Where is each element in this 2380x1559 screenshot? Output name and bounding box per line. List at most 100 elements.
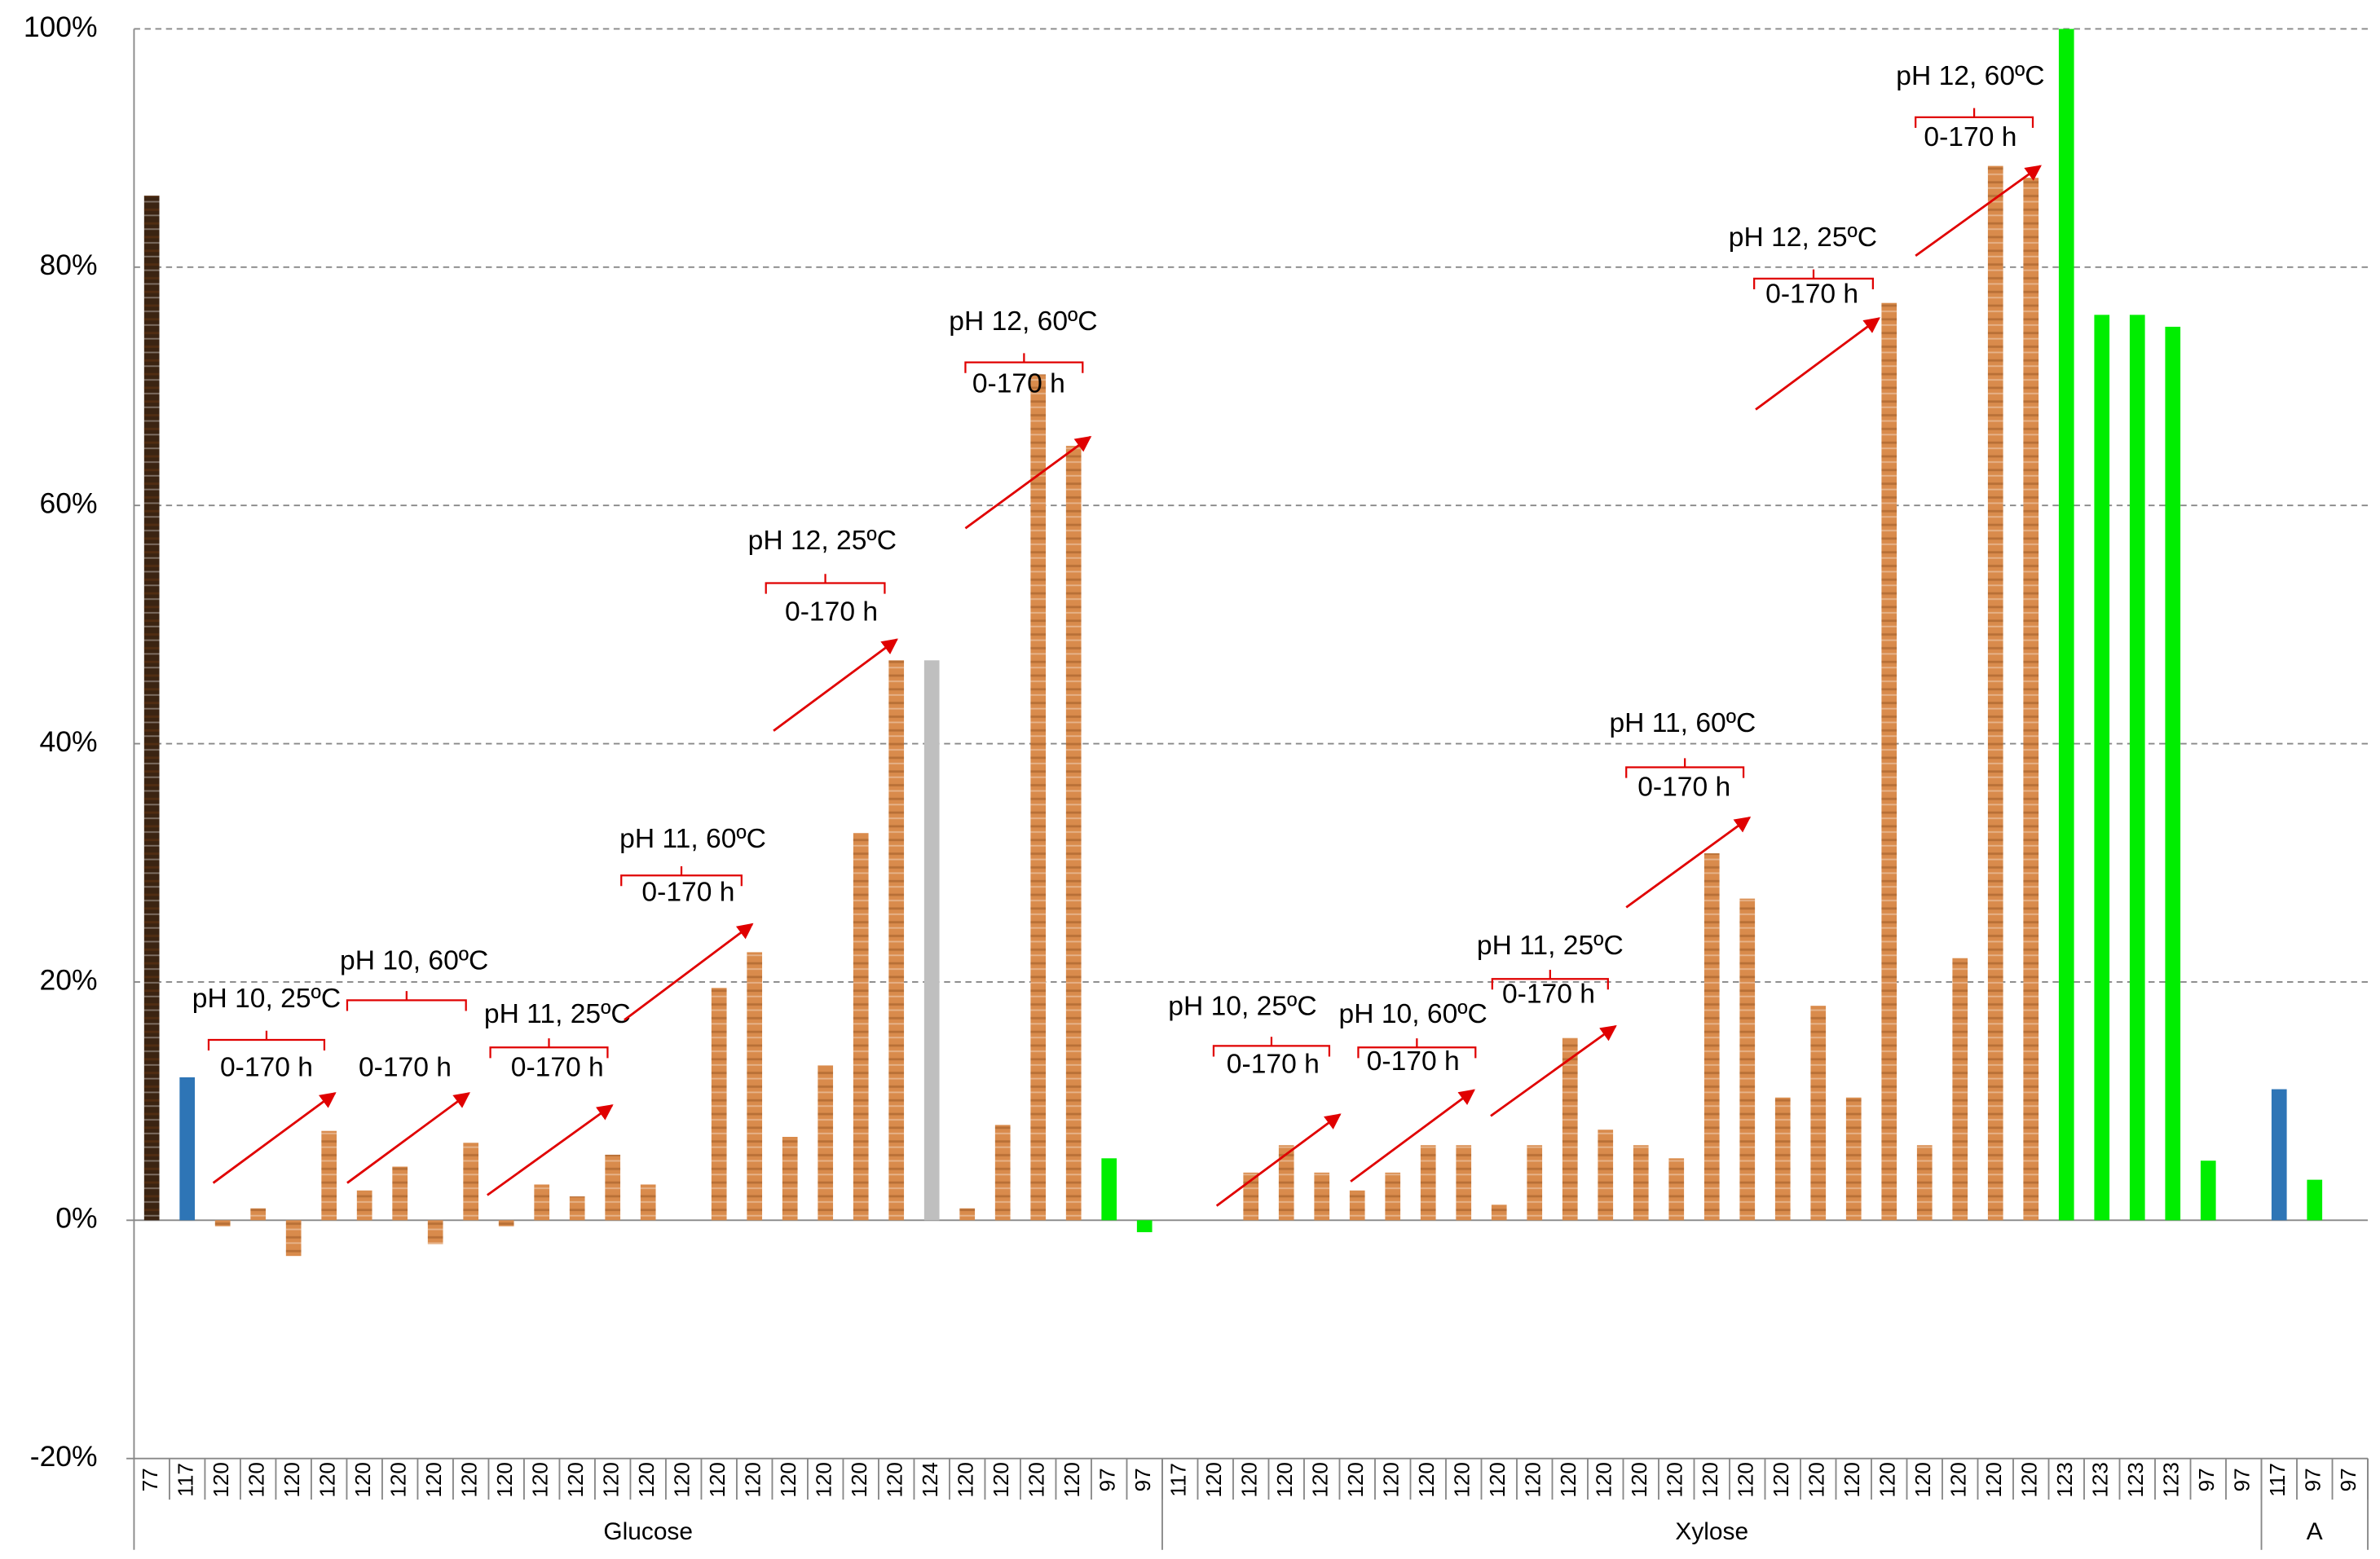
x-tick-label: 120: [2017, 1462, 2042, 1498]
bar-texture: [1774, 1097, 1791, 1221]
x-tick-label: 120: [421, 1462, 446, 1498]
bar-texture: [1278, 1145, 1294, 1221]
bar-texture: [1420, 1145, 1436, 1221]
x-tick-label: 120: [1237, 1462, 1262, 1498]
bar-texture: [1987, 165, 2003, 1221]
x-tick-label: 120: [1840, 1462, 1864, 1498]
annotation-arrow: [1350, 1089, 1475, 1182]
x-tick-label: 120: [1946, 1462, 1971, 1498]
x-tick-label: 97: [2336, 1468, 2360, 1491]
bar-texture: [285, 1220, 302, 1257]
x-tick-label: 124: [918, 1462, 942, 1498]
bar-texture: [1633, 1145, 1649, 1221]
bar: [2094, 315, 2110, 1221]
annotation-label: pH 12, 25ºC: [748, 526, 897, 556]
annotation-bracket: [346, 991, 467, 1011]
bar-texture: [321, 1130, 337, 1221]
annotation-arrow: [624, 923, 754, 1021]
annotation-bracket: [765, 574, 886, 594]
annotation-label: pH 10, 25ºC: [192, 984, 341, 1014]
annotation-arrow: [1625, 817, 1752, 909]
x-tick-label: 120: [1025, 1462, 1049, 1498]
y-tick-label: 80%: [40, 249, 98, 281]
x-tick-label: 120: [1414, 1462, 1439, 1498]
x-tick-label: 117: [2265, 1463, 2290, 1497]
x-tick-label: 120: [954, 1462, 978, 1498]
x-tick-label: 120: [1521, 1462, 1545, 1498]
bar-texture: [605, 1154, 621, 1221]
bar-texture: [1739, 898, 1756, 1221]
annotation-label: pH 11, 25ºC: [1477, 931, 1624, 961]
bar-texture: [534, 1184, 550, 1221]
x-tick-label: 120: [599, 1462, 624, 1498]
x-tick-label: 120: [280, 1462, 304, 1498]
x-tick-label: 120: [457, 1462, 482, 1498]
x-tick-label: 117: [1166, 1463, 1191, 1497]
y-tick-label: 100%: [24, 11, 98, 43]
annotation-sublabel: 0-170 h: [1924, 122, 2016, 152]
bar-texture: [569, 1196, 585, 1221]
annotation-arrow: [212, 1092, 337, 1184]
x-tick-label: 120: [1805, 1462, 1829, 1498]
annotation-bracket: [620, 865, 743, 887]
bar-texture: [959, 1208, 976, 1221]
x-tick-label: 97: [2194, 1468, 2219, 1491]
x-tick-label: 120: [883, 1462, 907, 1498]
x-tick-label: 123: [2123, 1462, 2148, 1498]
annotation-arrow: [1755, 317, 1880, 411]
annotation-label: pH 12, 60ºC: [1896, 61, 2044, 91]
y-tick-label: 0%: [55, 1202, 97, 1235]
bar-texture: [1845, 1097, 1862, 1221]
bar-texture: [782, 1137, 798, 1221]
annotation-arrow: [346, 1092, 471, 1184]
x-tick-label: 120: [1556, 1462, 1580, 1498]
bar-texture: [1527, 1145, 1543, 1221]
bar-texture: [1703, 853, 1720, 1221]
bar-texture: [818, 1065, 834, 1221]
annotation-sublabel: 0-170 h: [1637, 773, 1730, 803]
bar-texture: [1065, 446, 1082, 1221]
x-tick-label: 120: [1485, 1462, 1510, 1498]
annotation-label: pH 10, 60ºC: [340, 946, 488, 976]
bar: [923, 660, 940, 1221]
annotation-arrow: [964, 436, 1092, 530]
annotation-arrow: [487, 1104, 614, 1196]
x-tick-label: 120: [492, 1462, 517, 1498]
x-tick-label: 120: [1308, 1462, 1333, 1498]
bar: [2165, 326, 2181, 1221]
x-tick-label: 123: [2088, 1462, 2113, 1498]
bar-texture: [747, 952, 763, 1221]
x-tick-label: 120: [989, 1462, 1013, 1498]
bar-texture: [2023, 178, 2039, 1221]
annotation-bracket: [1753, 269, 1874, 289]
x-tick-label: 120: [563, 1462, 588, 1498]
x-tick-label: 120: [847, 1462, 871, 1498]
x-tick-label: 120: [1981, 1462, 2006, 1498]
annotation-sublabel: 0-170 h: [359, 1052, 452, 1082]
y-tick-label: -20%: [30, 1440, 98, 1473]
bar: [179, 1077, 196, 1221]
x-tick-label: 120: [1875, 1462, 1900, 1498]
bar-texture: [853, 833, 869, 1221]
annotation-label: pH 10, 60ºC: [1339, 999, 1488, 1029]
annotation-bracket: [1625, 758, 1745, 778]
x-tick-label: 77: [138, 1468, 162, 1491]
bar-texture: [1030, 374, 1047, 1221]
bar: [1101, 1158, 1117, 1221]
x-tick-label: 120: [1343, 1462, 1368, 1498]
y-tick-label: 40%: [40, 725, 98, 758]
bar-texture: [888, 660, 905, 1221]
bar-texture: [1916, 1145, 1933, 1221]
x-tick-label: 120: [528, 1462, 553, 1498]
x-tick-label: 120: [1769, 1462, 1793, 1498]
annotation-bracket: [1915, 108, 2034, 128]
x-tick-label: 120: [315, 1462, 340, 1498]
x-tick-label: 120: [1450, 1462, 1474, 1498]
bar: [2058, 29, 2074, 1221]
annotation-bracket: [964, 353, 1084, 373]
annotation-sublabel: 0-170 h: [972, 369, 1065, 399]
annotation-bracket: [1357, 1038, 1477, 1059]
x-tick-label: 120: [1060, 1462, 1084, 1498]
annotation-label: pH 12, 25ºC: [1729, 222, 1877, 253]
